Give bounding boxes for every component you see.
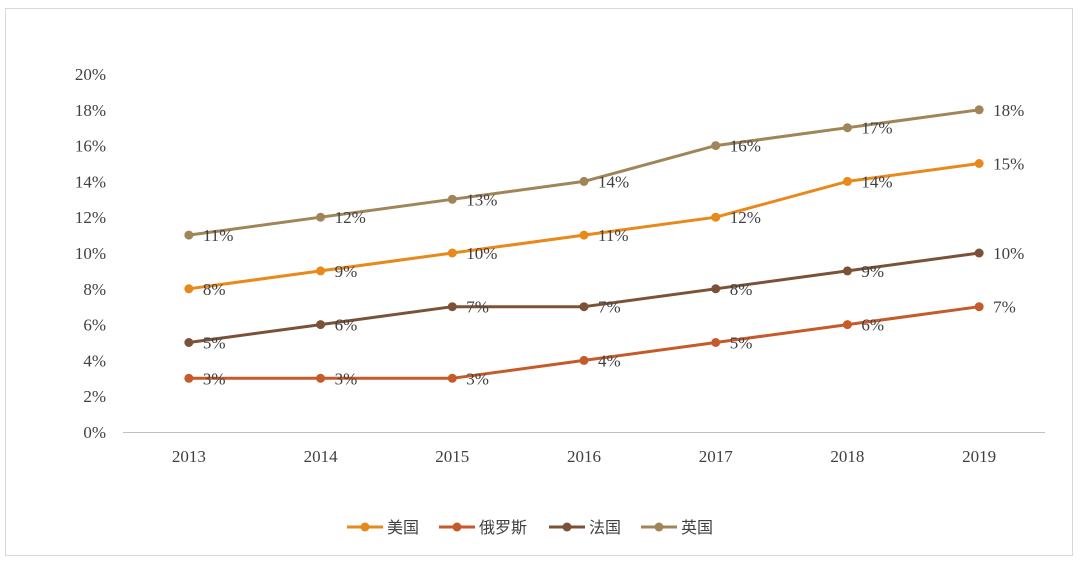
data-point	[316, 212, 326, 222]
series-lines	[187, 108, 981, 380]
data-point	[447, 248, 457, 258]
y-tick-label: 0%	[83, 423, 106, 442]
data-label: 16%	[730, 137, 761, 156]
y-axis-tick-labels: 0% 2% 4% 6% 8% 10% 12% 14% 16% 18% 20%	[75, 65, 106, 442]
y-tick-label: 4%	[83, 351, 106, 370]
legend-label: 英国	[681, 518, 713, 537]
data-point	[711, 212, 721, 222]
y-tick-label: 16%	[75, 137, 106, 156]
data-label: 6%	[861, 316, 884, 335]
data-label: 11%	[203, 226, 234, 245]
data-label: 7%	[598, 298, 621, 317]
data-point	[579, 302, 589, 312]
data-label: 11%	[598, 226, 629, 245]
data-label: 12%	[730, 208, 761, 227]
data-point	[711, 284, 721, 294]
data-label: 9%	[335, 262, 358, 281]
data-label: 10%	[466, 244, 497, 263]
x-tick-label: 2014	[304, 447, 339, 466]
y-tick-label: 2%	[83, 387, 106, 406]
legend-marker	[562, 522, 572, 532]
data-label: 13%	[466, 190, 497, 209]
data-label: 17%	[861, 119, 892, 138]
y-tick-label: 8%	[83, 280, 106, 299]
data-point	[447, 302, 457, 312]
x-tick-label: 2015	[435, 447, 469, 466]
data-label: 6%	[335, 316, 358, 335]
chart-frame	[5, 8, 1073, 556]
data-point	[184, 373, 194, 383]
legend-marker	[360, 522, 370, 532]
data-label: 4%	[598, 351, 621, 370]
data-point	[447, 194, 457, 204]
data-label: 15%	[993, 155, 1024, 174]
y-tick-label: 20%	[75, 65, 106, 84]
data-point	[974, 159, 984, 168]
data-label: 7%	[993, 298, 1016, 317]
x-tick-label: 2019	[962, 447, 996, 466]
data-point	[579, 355, 589, 365]
legend-marker	[452, 522, 462, 532]
y-tick-label: 18%	[75, 101, 106, 120]
data-label: 5%	[203, 334, 226, 353]
data-label: 10%	[993, 244, 1024, 263]
data-label: 14%	[598, 172, 629, 191]
legend-item: 美国	[347, 518, 419, 537]
x-tick-label: 2018	[830, 447, 864, 466]
data-label: 8%	[203, 280, 226, 299]
legend-label: 美国	[387, 518, 419, 537]
y-tick-label: 10%	[75, 244, 106, 263]
legend-label: 俄罗斯	[479, 518, 527, 537]
data-label: 14%	[861, 172, 892, 191]
data-point	[974, 302, 984, 312]
data-label: 3%	[466, 369, 489, 388]
data-label: 5%	[730, 334, 753, 353]
data-point	[711, 141, 721, 151]
legend: 美国 俄罗斯 法国 英国	[347, 518, 713, 537]
x-axis-tick-labels: 2013 2014 2015 2016 2017 2018 2019	[172, 447, 996, 466]
data-point	[842, 176, 852, 186]
data-point	[974, 248, 984, 258]
data-label: 18%	[993, 101, 1024, 120]
data-labels: 8% 9% 10% 11% 12% 14% 15% 3% 3% 3% 4% 5% 6% 7% 5% 6% 7% 7…	[203, 101, 1024, 388]
y-tick-label: 12%	[75, 208, 106, 227]
data-label: 12%	[335, 208, 366, 227]
legend-item: 法国	[549, 518, 621, 537]
data-point	[184, 284, 194, 294]
legend-marker	[654, 522, 664, 532]
legend-item: 英国	[641, 518, 713, 537]
data-label: 9%	[861, 262, 884, 281]
x-tick-label: 2013	[172, 447, 206, 466]
y-tick-label: 14%	[75, 172, 106, 191]
x-tick-label: 2016	[567, 447, 601, 466]
data-point	[316, 373, 326, 383]
data-label: 8%	[730, 280, 753, 299]
data-point	[842, 266, 852, 276]
legend-label: 法国	[589, 518, 621, 537]
data-point	[974, 105, 984, 115]
data-point	[579, 176, 589, 186]
data-label: 7%	[466, 298, 489, 317]
series-points	[184, 105, 984, 383]
data-point	[447, 373, 457, 383]
data-point	[842, 123, 852, 133]
data-label: 3%	[335, 369, 358, 388]
data-point	[316, 266, 326, 276]
data-point	[184, 230, 194, 240]
x-tick-label: 2017	[699, 447, 734, 466]
data-point	[842, 320, 852, 330]
data-point	[184, 338, 194, 347]
data-point	[711, 338, 721, 347]
data-point	[316, 320, 326, 330]
y-tick-label: 6%	[83, 316, 106, 335]
legend-item: 俄罗斯	[439, 518, 527, 537]
data-point	[579, 230, 589, 240]
data-label: 3%	[203, 369, 226, 388]
